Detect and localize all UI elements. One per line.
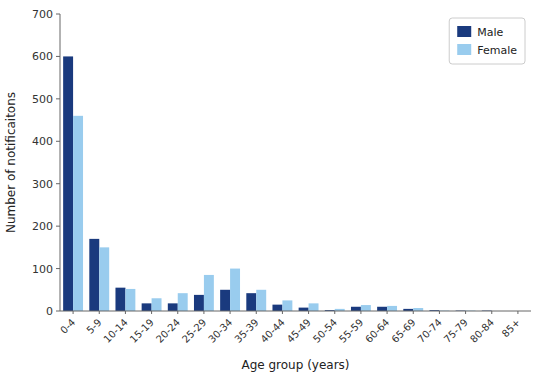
bar (309, 303, 319, 311)
y-tick-label: 100 (32, 263, 53, 276)
y-tick (56, 56, 60, 57)
x-tick-label: 55-59 (337, 317, 365, 345)
x-tick (387, 311, 388, 314)
x-tick (282, 311, 283, 314)
y-tick (56, 183, 60, 184)
bar (125, 289, 135, 311)
y-axis-line (60, 14, 61, 311)
y-tick-label: 0 (46, 305, 53, 318)
legend-swatch (457, 44, 471, 55)
bar (168, 303, 178, 311)
x-tick-label: 70-74 (416, 317, 444, 345)
bar (387, 306, 397, 311)
x-tick-label: 60-64 (363, 317, 391, 345)
bar (272, 305, 282, 311)
x-tick-label: 80-84 (468, 317, 496, 345)
bar (63, 56, 73, 311)
bar (99, 247, 109, 311)
bar (142, 303, 152, 311)
legend-label: Female (477, 44, 517, 57)
bar (204, 275, 214, 311)
x-tick (177, 311, 178, 314)
legend-label: Male (477, 26, 503, 39)
x-tick (465, 311, 466, 314)
x-tick-label: 35-39 (232, 317, 260, 345)
x-tick (256, 311, 257, 314)
bar (256, 290, 266, 311)
y-tick (56, 141, 60, 142)
legend: Male Female (449, 18, 525, 64)
bar (115, 288, 125, 311)
bar (178, 293, 188, 311)
x-tick-label: 0-4 (58, 317, 77, 336)
x-tick-label: 50-54 (311, 317, 339, 345)
x-axis: 0-4 5-910-1415-1920-2425-2930-3435-3940-4… (58, 311, 522, 345)
y-tick-label: 200 (32, 220, 53, 233)
x-tick (413, 311, 414, 314)
y-axis-label: Number of notificaitons (4, 92, 18, 233)
bar (351, 307, 361, 311)
bar (89, 239, 99, 311)
y-tick-label: 500 (32, 93, 53, 106)
y-tick-label: 700 (32, 8, 53, 21)
x-tick (308, 311, 309, 314)
bar (299, 308, 309, 311)
x-tick-label: 65-69 (389, 317, 417, 345)
x-tick (360, 311, 361, 314)
bar (246, 293, 256, 311)
y-tick (56, 14, 60, 15)
legend-swatch (457, 26, 471, 37)
x-tick-label: 10-14 (102, 317, 130, 345)
x-tick-label: 45-49 (285, 317, 313, 345)
x-tick (73, 311, 74, 314)
x-tick-label: 5-9 (84, 317, 103, 336)
x-tick (517, 311, 518, 314)
x-tick-label: 25-29 (180, 317, 208, 345)
y-tick-label: 400 (32, 135, 53, 148)
x-tick (151, 311, 152, 314)
y-tick (56, 311, 60, 312)
bar (361, 305, 371, 311)
y-axis: 0 100 200 300 400 500 600 700 (32, 8, 60, 318)
y-tick (56, 268, 60, 269)
bar (220, 290, 230, 311)
bar (73, 116, 83, 311)
x-tick-label: 75-79 (442, 317, 470, 345)
x-tick (230, 311, 231, 314)
x-axis-line (60, 311, 531, 312)
x-tick (334, 311, 335, 314)
x-tick-label: 20-24 (154, 317, 182, 345)
x-tick (439, 311, 440, 314)
x-tick (491, 311, 492, 314)
x-tick-label: 85+ (500, 317, 523, 340)
x-tick (203, 311, 204, 314)
y-tick (56, 98, 60, 99)
x-tick-label: 40-44 (259, 317, 287, 345)
chart: 0 100 200 300 400 500 600 700 0-4 5-910-1415-1920… (0, 0, 543, 377)
y-tick (56, 226, 60, 227)
x-axis-label: Age group (years) (241, 358, 349, 372)
x-tick (99, 311, 100, 314)
bars (63, 56, 492, 311)
bar (194, 295, 204, 311)
legend-frame (449, 18, 525, 64)
y-tick-label: 300 (32, 178, 53, 191)
bar (282, 300, 292, 311)
bar (377, 307, 387, 311)
x-tick-label: 30-34 (206, 317, 234, 345)
bar (152, 298, 162, 311)
x-tick (125, 311, 126, 314)
x-tick-label: 15-19 (128, 317, 156, 345)
bar (230, 269, 240, 311)
y-tick-label: 600 (32, 50, 53, 63)
